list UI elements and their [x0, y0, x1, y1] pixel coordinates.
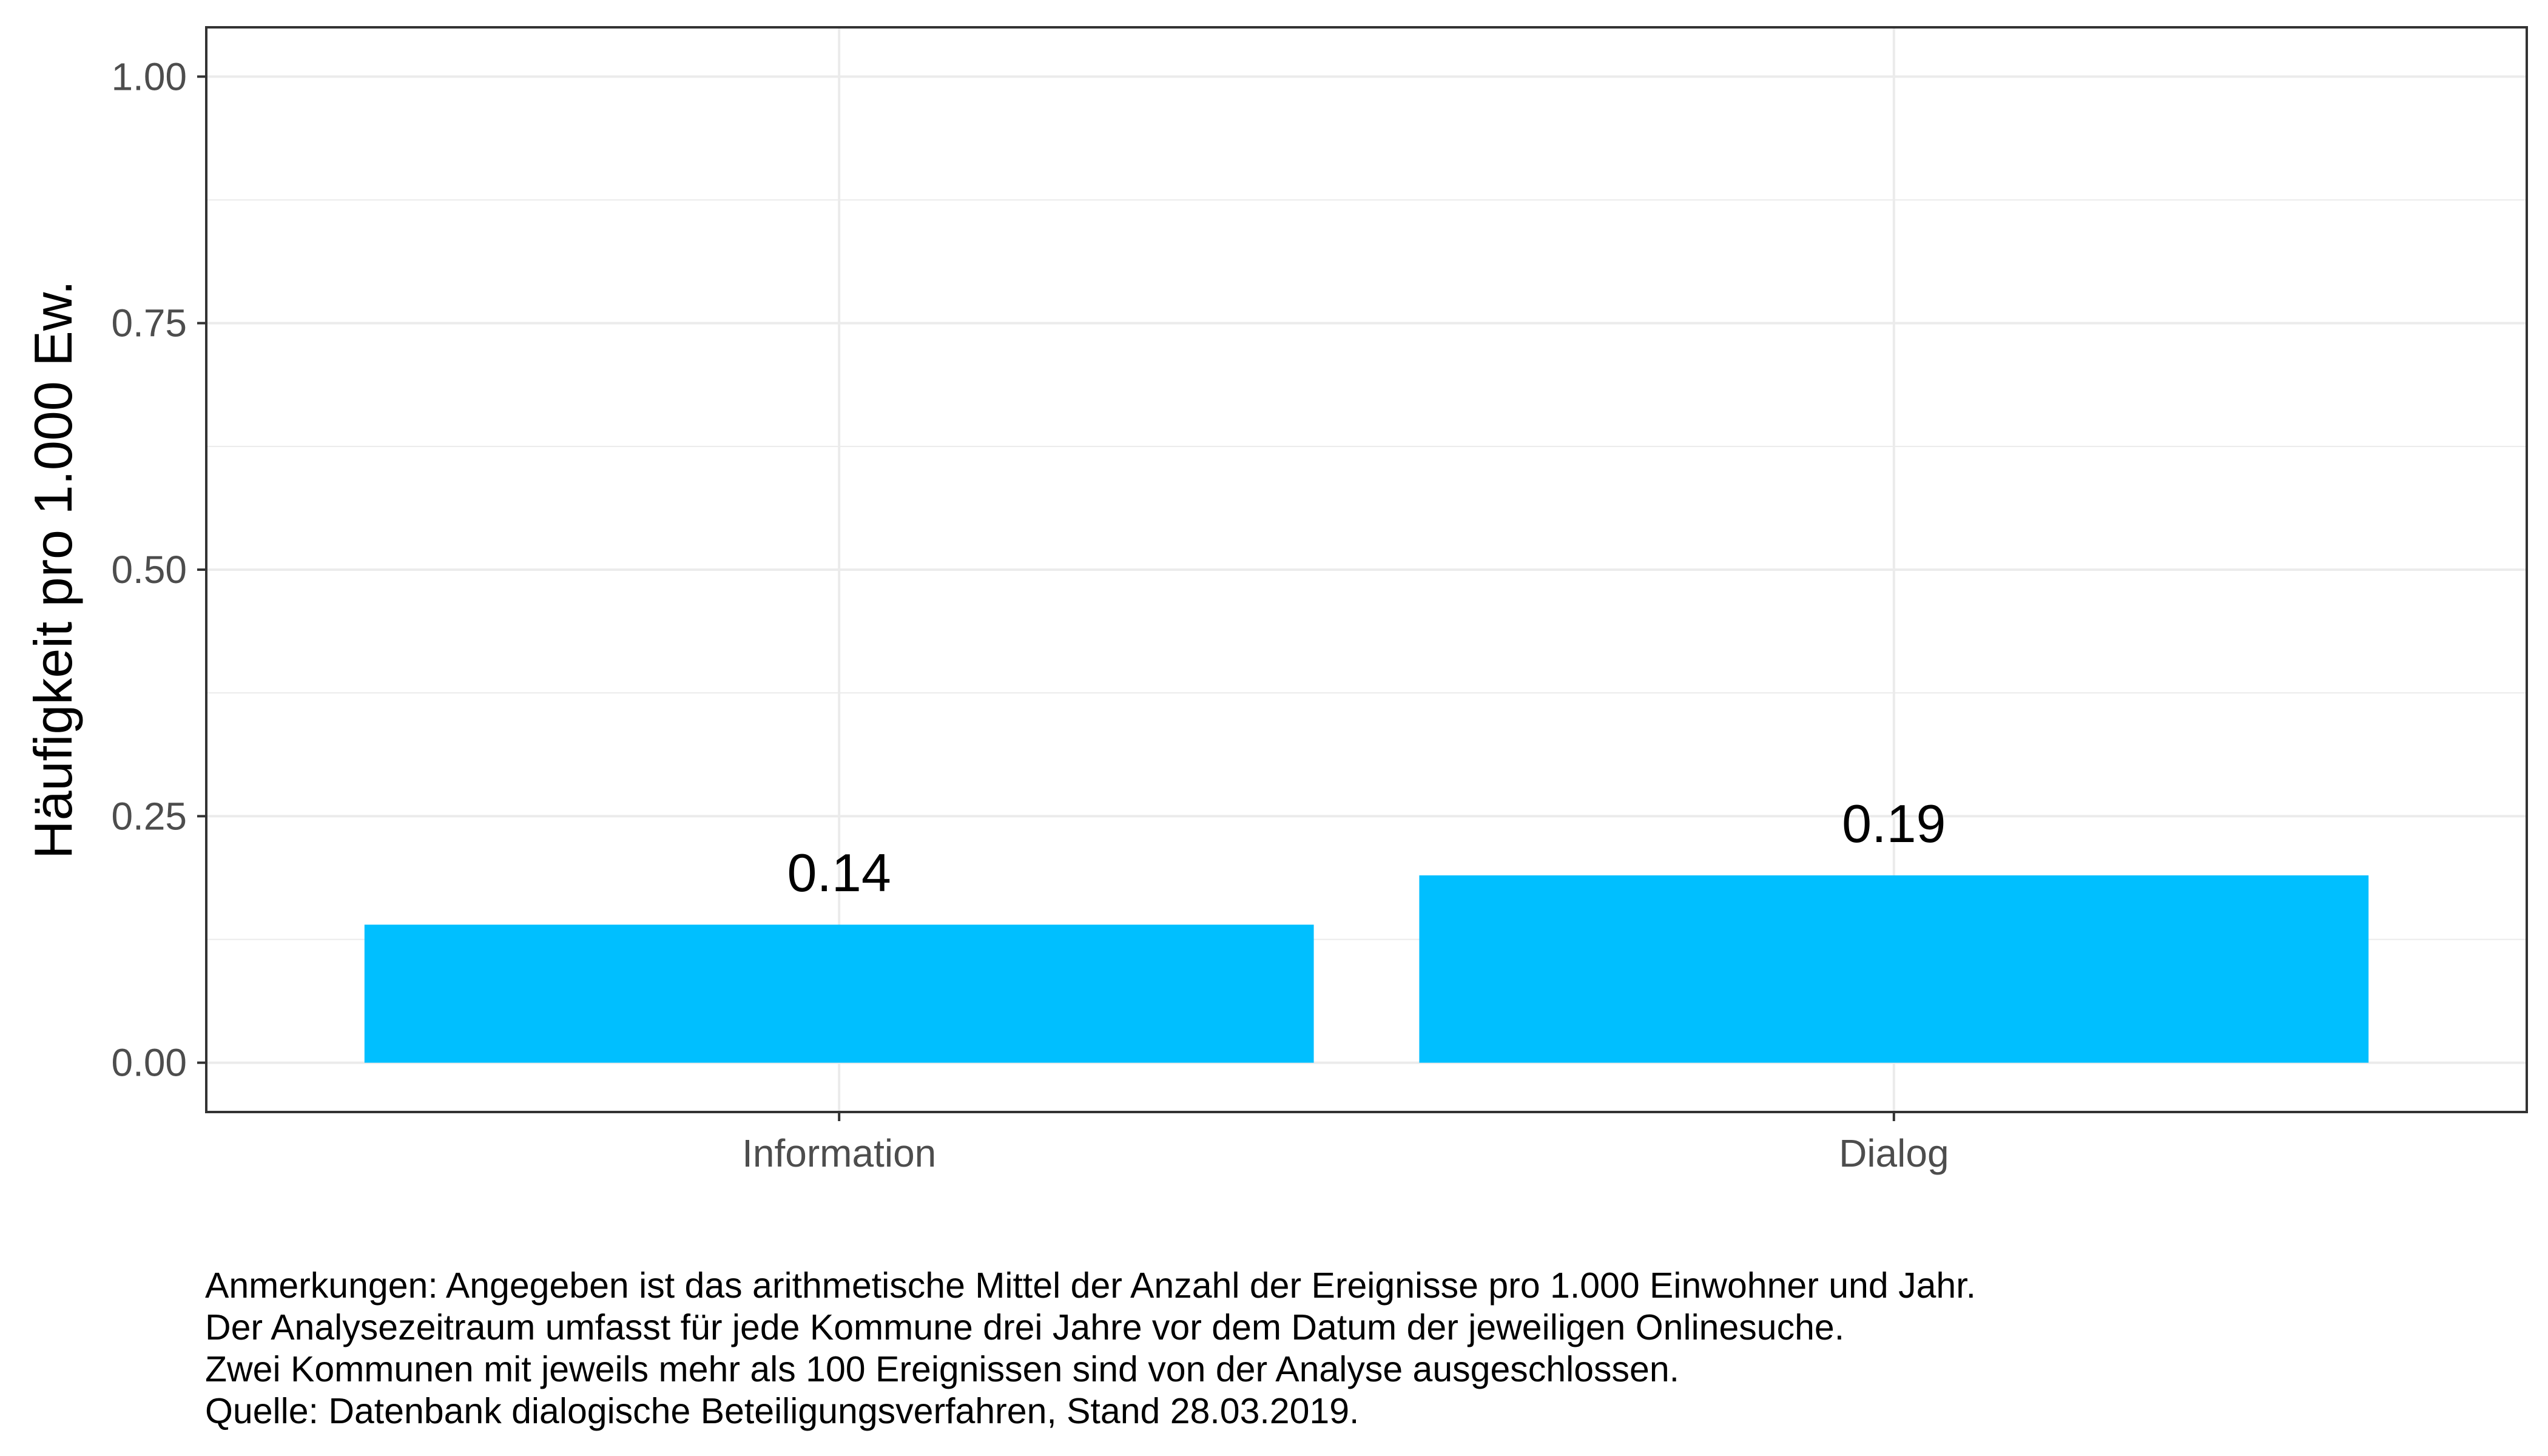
- note-line: Zwei Kommunen mit jeweils mehr als 100 E…: [205, 1349, 1680, 1389]
- bar-dialog: [1419, 875, 2369, 1063]
- data-labels: 0.14 0.19: [787, 794, 1946, 903]
- note-line: Quelle: Datenbank dialogische Beteiligun…: [205, 1391, 1360, 1431]
- data-label: 0.19: [1842, 794, 1946, 854]
- y-tick-label: 0.75: [111, 302, 187, 345]
- y-tick-label: 1.00: [111, 55, 187, 98]
- bar-information: [364, 925, 1314, 1063]
- data-label: 0.14: [787, 843, 891, 903]
- y-tick-label: 0.50: [111, 548, 187, 592]
- chart-notes: Anmerkungen: Angegeben ist das arithmeti…: [205, 1265, 2510, 1432]
- x-axis-tick-labels: Information Dialog: [742, 1131, 1949, 1175]
- y-tick-label: 0.25: [111, 794, 187, 838]
- y-tick-label: 0.00: [111, 1041, 187, 1085]
- bar-chart: 0.14 0.19 0.00 0.25 0.50 0.75 1.00 Informatio…: [23, 26, 2528, 1175]
- x-tick-label: Information: [742, 1131, 936, 1175]
- y-axis-tick-labels: 0.00 0.25 0.50 0.75 1.00: [111, 55, 187, 1084]
- y-axis-title: Häufigkeit pro 1.000 Ew.: [23, 280, 83, 859]
- note-line: Der Analysezeitraum umfasst für jede Kom…: [205, 1307, 1845, 1347]
- bars: [364, 875, 2369, 1063]
- x-tick-label: Dialog: [1839, 1131, 1949, 1175]
- note-line: Anmerkungen: Angegeben ist das arithmeti…: [205, 1266, 1976, 1306]
- axis-ticks: [197, 75, 1895, 1121]
